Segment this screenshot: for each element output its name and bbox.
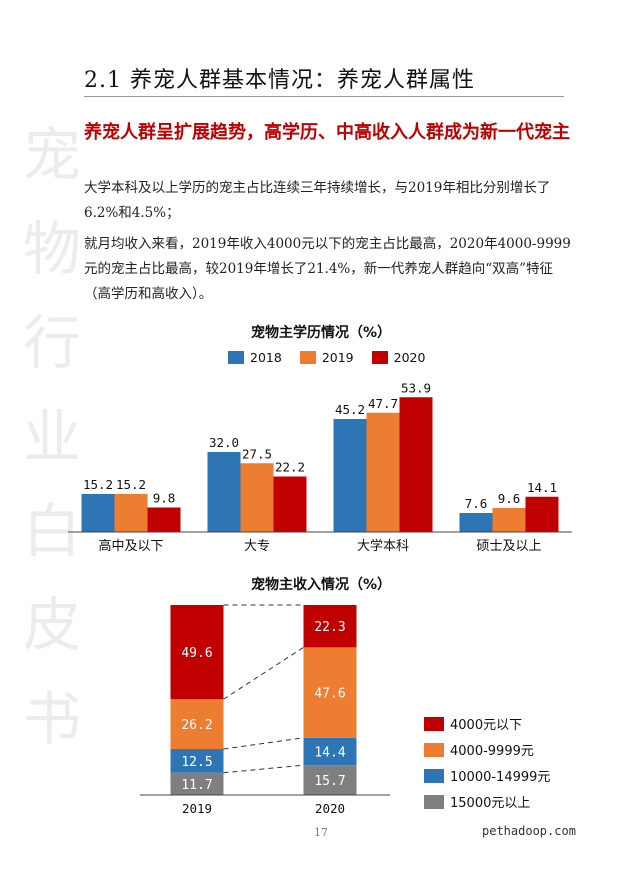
income-legend: 4000元以下 4000-9999元 10000-14999元 15000元以上 — [424, 714, 550, 811]
watermark: 宠 物 行 业 白 皮 书 — [22, 108, 82, 766]
bar-2020-1 — [273, 476, 307, 532]
watermark-char: 书 — [22, 685, 81, 753]
data-label: 15.7 — [314, 774, 345, 789]
category-label: 硕士及以上 — [476, 539, 541, 554]
watermark-char: 宠 — [22, 121, 81, 189]
legend-swatch — [424, 742, 444, 757]
bar-2020-3 — [525, 496, 559, 532]
legend-item-over-15000: 15000元以上 — [424, 792, 550, 811]
data-label: 7.6 — [465, 496, 488, 511]
stack-0-0 — [170, 772, 224, 795]
legend-item-4000-9999: 4000-9999元 — [424, 740, 550, 759]
site-url: pethadoop.com — [482, 824, 576, 838]
bar-2020-2 — [399, 397, 433, 532]
data-label: 27.5 — [242, 446, 272, 461]
bar-2018-3 — [459, 513, 493, 532]
legend-swatch — [228, 351, 244, 364]
legend-label: 15000元以上 — [450, 796, 531, 811]
data-label: 47.6 — [314, 687, 345, 702]
data-label: 11.7 — [181, 778, 212, 793]
data-label: 14.4 — [314, 745, 345, 760]
legend-label: 10000-14999元 — [450, 770, 551, 785]
category-label: 2020 — [315, 801, 345, 816]
bar-2019-1 — [240, 463, 274, 532]
connector-line — [223, 646, 304, 700]
legend-label: 2020 — [393, 350, 426, 365]
bar-2019-3 — [492, 508, 526, 532]
legend-label: 4000-9999元 — [450, 744, 534, 759]
data-label: 26.2 — [181, 718, 212, 733]
category-label: 大专 — [244, 539, 270, 554]
page-number: 17 — [314, 826, 328, 839]
income-chart-title: 宠物主收入情况（%） — [250, 577, 392, 593]
legend-swatch — [424, 716, 444, 731]
legend-item-under-4000: 4000元以下 — [424, 714, 550, 733]
data-label: 32.0 — [209, 435, 239, 450]
legend-item-2020: 2020 — [371, 350, 426, 365]
data-label: 22.2 — [275, 460, 305, 475]
connector-line — [223, 764, 304, 774]
category-label: 大学本科 — [357, 538, 409, 554]
stack-3-0 — [170, 605, 224, 700]
watermark-char: 行 — [22, 309, 81, 377]
data-label: 47.7 — [368, 396, 398, 411]
education-chart-title: 宠物主学历情况（%） — [250, 325, 392, 341]
bar-2019-2 — [366, 412, 400, 532]
data-label: 22.3 — [314, 620, 345, 635]
bar-2018-0 — [81, 494, 115, 532]
data-label: 9.8 — [153, 491, 176, 506]
watermark-char: 白 — [22, 497, 81, 565]
legend-label: 2019 — [321, 350, 354, 365]
data-label: 15.2 — [83, 477, 113, 492]
data-label: 12.5 — [181, 755, 212, 770]
education-legend: 2018 2019 2020 — [228, 350, 425, 365]
section-title: 2.1 养宠人群基本情况：养宠人群属性 — [84, 68, 475, 93]
title-divider — [84, 96, 564, 97]
bar-2018-1 — [207, 452, 241, 532]
legend-swatch — [299, 351, 316, 364]
legend-label: 2018 — [250, 350, 282, 365]
data-label: 53.9 — [401, 380, 431, 395]
stack-0-1 — [303, 765, 357, 795]
bar-2020-0 — [147, 507, 181, 532]
bar-2019-0 — [114, 494, 148, 532]
data-label: 49.6 — [181, 646, 212, 661]
paragraph-income: 就月均收入来看，2019年收入4000元以下的宠主占比最高，2020年4000-… — [84, 236, 571, 302]
stack-2-0 — [170, 699, 224, 750]
watermark-char: 业 — [22, 403, 81, 471]
legend-swatch — [424, 768, 444, 783]
category-label: 2019 — [182, 801, 212, 816]
data-label: 45.2 — [335, 402, 365, 417]
stack-3-1 — [303, 605, 357, 648]
headline: 养宠人群呈扩展趋势，高学历、中高收入人群成为新一代宠主 — [84, 122, 570, 143]
bar-2018-2 — [333, 419, 367, 532]
stack-2-1 — [303, 647, 357, 738]
data-label: 15.2 — [116, 477, 146, 492]
legend-item-2019: 2019 — [299, 350, 354, 365]
legend-label: 4000元以下 — [450, 718, 523, 733]
data-label: 9.6 — [498, 491, 521, 506]
connector-line — [223, 737, 304, 750]
legend-item-2018: 2018 — [228, 350, 282, 365]
legend-item-10000-14999: 10000-14999元 — [424, 766, 550, 785]
watermark-char: 皮 — [22, 591, 81, 659]
legend-swatch — [371, 351, 388, 364]
paragraph-education: 大学本科及以上学历的宠主占比连续三年持续增长，与2019年相比分别增长了6.2%… — [84, 180, 551, 221]
legend-swatch — [424, 794, 444, 809]
watermark-char: 物 — [22, 215, 81, 283]
stack-1-0 — [170, 749, 224, 773]
data-label: 14.1 — [527, 480, 557, 495]
category-label: 高中及以下 — [98, 538, 163, 554]
stack-1-1 — [303, 737, 357, 766]
